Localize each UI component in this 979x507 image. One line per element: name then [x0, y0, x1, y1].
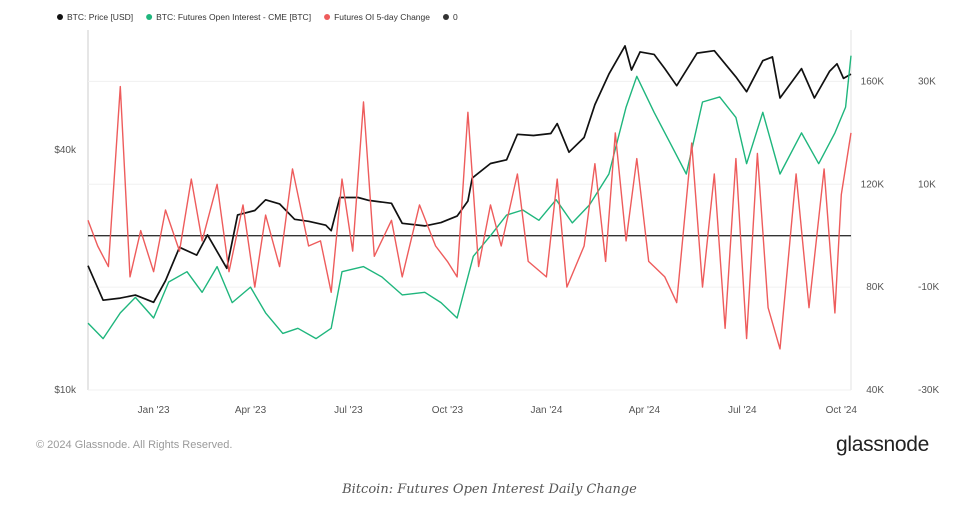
x-tick: Apr '23 — [235, 405, 267, 416]
y-tick-price: $10k — [54, 385, 77, 396]
y-tick-change: -30K — [918, 385, 939, 396]
y-tick-change: 10K — [918, 179, 936, 190]
legend-label: BTC: Futures Open Interest - CME [BTC] — [156, 12, 311, 22]
legend-marker — [57, 14, 63, 20]
legend-label: Futures OI 5-day Change — [334, 12, 430, 22]
series-line-0 — [87, 45, 852, 304]
series-line-2 — [87, 85, 852, 350]
y-tick-open-interest: 40K — [866, 385, 884, 396]
legend-label: 0 — [453, 12, 458, 22]
y-tick-open-interest: 120K — [861, 179, 885, 190]
y-tick-open-interest: 160K — [861, 76, 885, 87]
series-layer — [87, 45, 852, 350]
x-tick: Apr '24 — [629, 405, 661, 416]
x-tick: Jul '24 — [728, 405, 757, 416]
legend-marker — [324, 14, 331, 20]
copyright-text: © 2024 Glassnode. All Rights Reserved. — [36, 439, 233, 451]
x-tick: Jul '23 — [334, 405, 363, 416]
series-line-1 — [87, 55, 852, 340]
brand-logo: glassnode — [836, 433, 930, 456]
grid — [87, 30, 852, 391]
axes: $10k $40k 160K 120K 80K 40K 30K 10K -10K -30K Jan … — [54, 76, 939, 416]
y-tick-open-interest: 80K — [866, 282, 884, 293]
y-tick-change: 30K — [918, 76, 936, 87]
x-tick: Jan '23 — [138, 405, 170, 416]
chart: $10k $40k 160K 120K 80K 40K 30K 10K -10K -30K Jan … — [54, 12, 939, 416]
y-tick-change: -10K — [918, 282, 939, 293]
x-tick: Oct '23 — [432, 405, 464, 416]
figure-caption: Bitcoin: Futures Open Interest Daily Cha… — [342, 482, 637, 497]
x-tick: Oct '24 — [826, 405, 858, 416]
legend-label: BTC: Price [USD] — [67, 12, 133, 22]
legend-marker — [442, 14, 449, 20]
x-tick: Jan '24 — [530, 405, 562, 416]
y-tick-price: $40k — [54, 145, 77, 156]
legend: BTC: Price [USD] BTC: Futures Open Intere… — [57, 12, 458, 22]
legend-marker — [146, 14, 153, 20]
